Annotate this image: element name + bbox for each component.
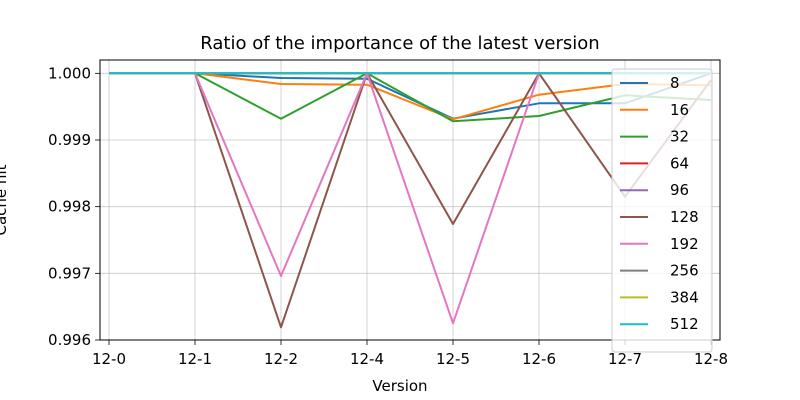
legend-label: 128 — [670, 208, 699, 226]
legend-label: 384 — [670, 288, 699, 306]
series-line-32 — [109, 72, 712, 123]
legend-label: 32 — [670, 128, 689, 146]
series-line-128 — [109, 72, 712, 329]
legend-label: 16 — [670, 101, 689, 119]
legend-label: 96 — [670, 181, 689, 199]
x-tick-label: 12-8 — [694, 350, 728, 368]
x-tick-label: 12-6 — [522, 350, 556, 368]
x-axis-label: Version — [372, 377, 427, 395]
legend-label: 512 — [670, 315, 699, 333]
x-tick-label: 12-4 — [350, 350, 384, 368]
x-tick-label: 12-7 — [608, 350, 642, 368]
legend: 8 16 32 64 96 128 192 256 384 512 — [611, 68, 713, 353]
y-tick-label: 0.999 — [48, 131, 91, 149]
x-axis: 12-0 12-1 12-2 12-4 12-5 12-6 12-7 12-8 — [92, 340, 728, 368]
y-tick-label: 1.000 — [48, 64, 91, 82]
chart-title: Ratio of the importance of the latest ve… — [200, 33, 599, 54]
series-lines — [109, 72, 712, 329]
y-axis: 0.996 0.997 0.998 0.999 1.000 — [48, 64, 100, 349]
y-tick-label: 0.997 — [48, 264, 91, 282]
y-tick-label: 0.996 — [48, 331, 91, 349]
x-tick-label: 12-1 — [178, 350, 212, 368]
x-tick-label: 12-0 — [92, 350, 126, 368]
x-tick-label: 12-2 — [264, 350, 298, 368]
plot-area-frame — [99, 59, 721, 341]
x-tick-label: 12-5 — [436, 350, 470, 368]
legend-label: 64 — [670, 154, 689, 172]
y-tick-label: 0.998 — [48, 198, 91, 216]
legend-label: 256 — [670, 262, 699, 280]
y-axis-label: Cache hit — [0, 164, 10, 235]
series-line-16 — [109, 72, 712, 121]
legend-label: 192 — [670, 235, 699, 253]
legend-label: 8 — [670, 74, 680, 92]
legend-frame — [611, 68, 713, 353]
